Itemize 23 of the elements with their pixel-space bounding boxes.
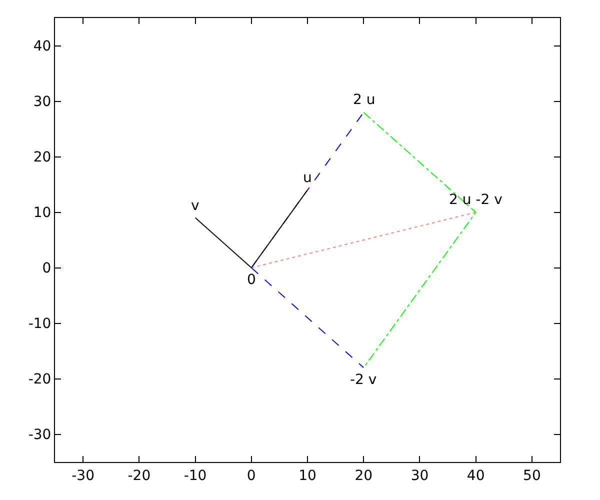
y-tick-label: 30 <box>33 94 52 110</box>
x-tick-label: 30 <box>410 468 429 484</box>
x-tick-label: 0 <box>246 468 256 484</box>
x-tick-label: 10 <box>298 468 316 484</box>
x-tick-label: -10 <box>184 468 207 484</box>
y-tick-label: 0 <box>42 260 52 277</box>
annotation: u <box>303 170 312 186</box>
x-tick-label: -30 <box>72 468 94 484</box>
y-tick-label: 10 <box>33 205 52 222</box>
x-tick-label: 40 <box>466 468 485 484</box>
annotation: -2 v <box>350 372 377 388</box>
annotation: 2 u -2 v <box>449 192 502 208</box>
x-tick-label: 20 <box>354 468 373 484</box>
x-tick-label: 50 <box>523 468 541 484</box>
y-tick-label: 20 <box>33 150 52 166</box>
annotation: v <box>191 198 200 214</box>
annotation: 2 u <box>353 92 376 108</box>
y-tick-label: -30 <box>28 427 52 444</box>
x-tick-label: -20 <box>128 468 151 484</box>
annotation: 0 <box>247 272 256 288</box>
y-tick-label: -20 <box>28 372 52 388</box>
y-tick-label: -10 <box>28 316 52 332</box>
y-tick-label: 40 <box>33 38 52 55</box>
